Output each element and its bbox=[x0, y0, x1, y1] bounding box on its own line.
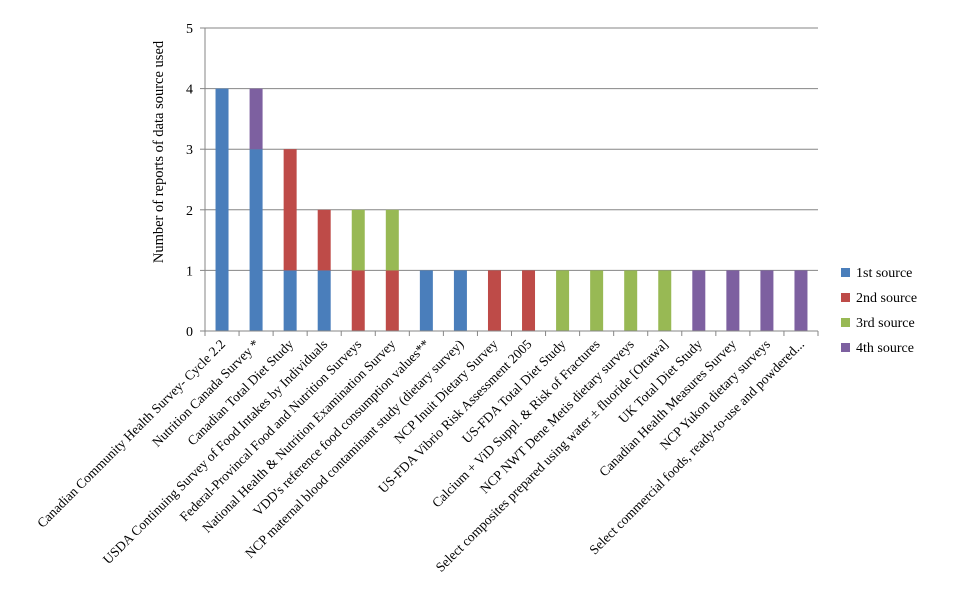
legend-label: 4th source bbox=[856, 341, 914, 356]
bar-segment-series-1 bbox=[419, 270, 433, 331]
y-tick-label: 4 bbox=[186, 83, 193, 98]
legend: 1st source 2nd source 3rd source 4th source bbox=[841, 266, 917, 356]
bar-segment-series-3 bbox=[385, 209, 399, 271]
bar-segment-series-2 bbox=[351, 270, 365, 331]
legend-swatch bbox=[841, 343, 850, 352]
legend-swatch bbox=[841, 293, 850, 302]
legend-swatch bbox=[841, 318, 850, 327]
bar-segment-series-1 bbox=[215, 88, 229, 331]
bar-segment-series-3 bbox=[351, 209, 365, 271]
legend-label: 1st source bbox=[856, 266, 912, 281]
legend-label: 2nd source bbox=[856, 291, 917, 306]
bar-segment-series-2 bbox=[522, 270, 536, 331]
bar-segment-series-3 bbox=[624, 270, 638, 331]
bar-segment-series-3 bbox=[658, 270, 672, 331]
bar-segment-series-2 bbox=[283, 149, 297, 271]
legend-swatch bbox=[841, 268, 850, 277]
bar-segment-series-4 bbox=[794, 270, 808, 331]
gridlines bbox=[205, 27, 818, 271]
bar-segment-series-2 bbox=[385, 270, 399, 331]
bar-segment-series-3 bbox=[556, 270, 570, 331]
bar-segment-series-4 bbox=[760, 270, 774, 331]
y-tick-label: 2 bbox=[186, 204, 193, 219]
y-tick-label: 0 bbox=[186, 325, 193, 340]
bar-segment-series-4 bbox=[249, 88, 263, 150]
y-tick-label: 3 bbox=[186, 143, 193, 158]
y-tick-labels: 0 1 2 3 4 5 bbox=[186, 22, 193, 340]
bar-segment-series-1 bbox=[317, 270, 331, 331]
bars bbox=[215, 88, 808, 331]
y-axis-title: Number of reports of data source used bbox=[151, 40, 167, 263]
bar-segment-series-1 bbox=[283, 270, 297, 331]
axes bbox=[200, 27, 819, 336]
bar-segment-series-4 bbox=[692, 270, 706, 331]
x-category-label: USDA Continuing Survey of Food Intakes b… bbox=[100, 337, 330, 567]
bar-segment-series-3 bbox=[590, 270, 604, 331]
bar-segment-series-1 bbox=[453, 270, 467, 331]
bar-segment-series-4 bbox=[726, 270, 740, 331]
y-tick-label: 5 bbox=[186, 22, 193, 37]
bar-segment-series-2 bbox=[317, 209, 331, 271]
legend-label: 3rd source bbox=[856, 316, 915, 331]
bar-segment-series-1 bbox=[249, 149, 263, 331]
x-category-labels: Canadian Community Health Survey- Cycle … bbox=[34, 336, 807, 574]
y-tick-label: 1 bbox=[186, 264, 193, 279]
bar-segment-series-2 bbox=[487, 270, 501, 331]
